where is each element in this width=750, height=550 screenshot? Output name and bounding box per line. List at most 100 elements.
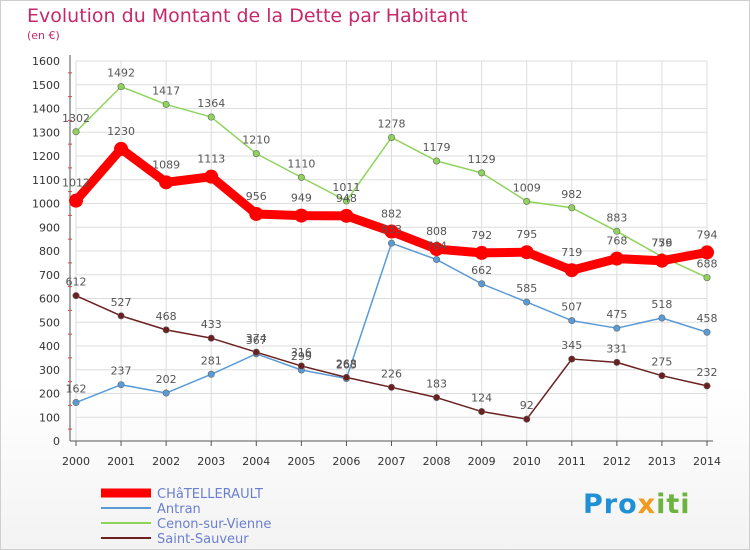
series-1-label-3: 281: [201, 354, 222, 367]
series-2-label-6: 1011: [332, 181, 360, 194]
x-tick-label-7: 2007: [378, 455, 406, 468]
x-tick-label-5: 2005: [287, 455, 315, 468]
series-3-point-1: [117, 312, 125, 320]
series-2-label-13: 776: [651, 237, 672, 250]
series-1-point-12: [613, 324, 621, 332]
series-3-point-8: [433, 394, 441, 402]
chart-subtitle: (en €): [27, 29, 60, 42]
series-0-point-4: [249, 206, 264, 221]
series-2-label-14: 688: [697, 258, 718, 271]
series-3-label-2: 468: [156, 310, 177, 323]
logo-part-1: Pro: [583, 489, 638, 520]
x-tick-label-12: 2012: [603, 455, 631, 468]
series-2-label-10: 1009: [513, 181, 541, 194]
y-tick-label-6: 600: [39, 293, 60, 306]
series-3-label-1: 527: [111, 296, 132, 309]
series-3-label-10: 92: [520, 399, 534, 412]
series-3-label-8: 183: [426, 378, 447, 391]
series-1-label-2: 202: [156, 373, 177, 386]
series-0-point-5: [294, 208, 309, 223]
series-1-label-13: 518: [651, 298, 672, 311]
x-tick-label-9: 2009: [468, 455, 496, 468]
series-0-label-14: 794: [697, 228, 718, 241]
series-3-label-5: 316: [291, 346, 312, 359]
y-tick-label-7: 700: [39, 269, 60, 282]
series-3-label-12: 331: [606, 342, 627, 355]
series-0-label-9: 792: [471, 229, 492, 242]
y-tick-label-10: 1000: [32, 198, 60, 211]
series-1-label-8: 764: [426, 240, 447, 253]
series-3-point-11: [568, 355, 576, 363]
series-2-label-7: 1278: [378, 117, 406, 130]
x-tick-label-4: 2004: [242, 455, 270, 468]
series-1-point-11: [568, 317, 576, 325]
series-1-label-12: 475: [606, 308, 627, 321]
series-1-point-7: [387, 239, 395, 247]
x-tick-label-2: 2002: [152, 455, 180, 468]
series-0-label-13: 759: [651, 237, 672, 250]
y-tick-label-2: 200: [39, 388, 60, 401]
x-tick-label-1: 2001: [107, 455, 135, 468]
axes: [68, 55, 713, 446]
series-1-point-8: [433, 256, 441, 264]
series-3-point-9: [478, 408, 486, 416]
series-3-point-0: [72, 292, 80, 300]
series-2-point-1: [117, 83, 125, 91]
y-tick-label-8: 800: [39, 245, 60, 258]
series-2-label-11: 982: [561, 188, 582, 201]
series-2-label-9: 1129: [468, 153, 496, 166]
series-2-label-1: 1492: [107, 67, 135, 80]
series-1-point-3: [207, 370, 215, 378]
series-3-point-3: [207, 334, 215, 342]
legend-label-3: Saint-Sauveur: [157, 532, 249, 547]
series-0-label-3: 1113: [197, 153, 225, 166]
y-tick-label-12: 1200: [32, 150, 60, 163]
y-tick-label-14: 1400: [32, 103, 60, 116]
series-2-point-12: [613, 227, 621, 235]
series-0-point-7: [384, 224, 399, 239]
chart-title: Evolution du Montant de la Dette par Hab…: [27, 5, 468, 27]
series-0-label-5: 949: [291, 192, 312, 205]
series-3-point-2: [162, 326, 170, 334]
series-1-label-6: 263: [336, 359, 357, 372]
x-axis-ticks: 2000 2001 2002 2003 2004 2005 2006 2007 2008 2009…: [62, 455, 721, 468]
series-2-point-10: [523, 197, 531, 205]
y-tick-label-11: 1100: [32, 174, 60, 187]
series-3-label-9: 124: [471, 392, 492, 405]
series-1-point-14: [703, 328, 711, 336]
series-0-point-11: [564, 263, 579, 278]
series-3-label-7: 226: [381, 367, 402, 380]
series-3-label-0: 612: [66, 276, 87, 289]
series-1-label-11: 507: [561, 301, 582, 314]
series-1-label-7: 833: [381, 223, 402, 236]
series-0-label-7: 882: [381, 208, 402, 221]
series-1-point-2: [162, 389, 170, 397]
x-tick-label-0: 2000: [62, 455, 90, 468]
series-3-point-7: [387, 383, 395, 391]
x-tick-label-8: 2008: [423, 455, 451, 468]
series-1-label-14: 458: [697, 312, 718, 325]
series-0-point-1: [114, 141, 129, 156]
series-2-label-3: 1364: [197, 97, 225, 110]
series-1-label-1: 237: [111, 365, 132, 378]
series-2-point-5: [297, 173, 305, 181]
series-0-point-14: [700, 245, 714, 260]
series-2-label-0: 1302: [62, 112, 90, 125]
logo-part-2: x: [637, 489, 657, 520]
series-2-label-2: 1417: [152, 84, 180, 97]
series-1-point-0: [72, 399, 80, 407]
series-0-point-9: [474, 245, 489, 260]
series-0-label-4: 956: [246, 190, 267, 203]
series-1-point-13: [658, 314, 666, 322]
series-2-point-11: [568, 204, 576, 212]
series-1-label-4: 367: [246, 334, 267, 347]
series-3-point-4: [252, 348, 260, 356]
series-3-label-13: 275: [651, 356, 672, 369]
logo-part-3: iti: [656, 489, 691, 520]
series-3-point-12: [613, 358, 621, 366]
series-0-label-6: 948: [336, 192, 357, 205]
legend-label-2: Cenon-sur-Vienne: [157, 517, 271, 532]
series-0-point-12: [609, 251, 624, 266]
